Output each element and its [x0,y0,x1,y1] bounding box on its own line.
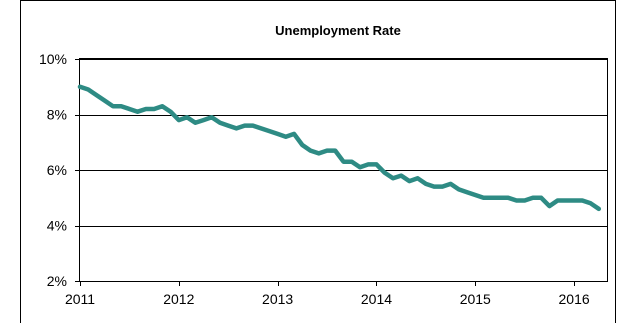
x-tick-label-4: 2015 [460,291,491,307]
y-tick-label-0: 2% [47,273,67,289]
x-axis-ticks: 2011 2012 2013 2014 2015 2016 [65,281,590,307]
y-tick-label-2: 6% [47,162,67,178]
x-tick-label-1: 2012 [163,291,194,307]
chart-title: Unemployment Rate [275,23,401,38]
chart-area-border [20,0,616,323]
x-tick-label-0: 2011 [65,291,95,307]
y-tick-label-4: 10% [39,51,67,67]
y-tick-label-3: 8% [47,107,67,123]
y-tick-label-1: 4% [47,218,67,234]
series-layer [77,84,602,212]
x-tick-label-5: 2016 [559,291,590,307]
x-tick-label-3: 2014 [361,291,392,307]
series-line-0 [77,84,602,212]
x-tick-label-2: 2013 [262,291,293,307]
y-axis-ticks: 2% 4% 6% 8% 10% [39,51,80,289]
